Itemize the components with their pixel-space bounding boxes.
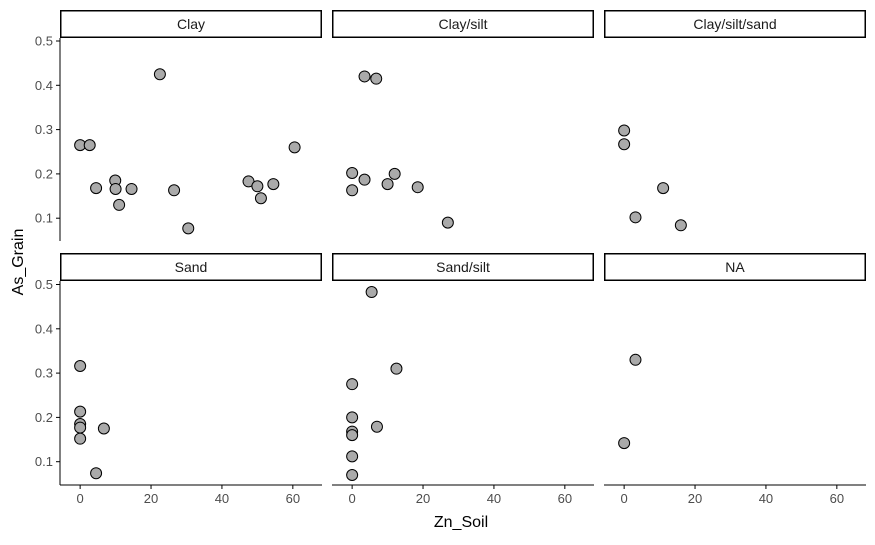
data-point — [629, 211, 642, 224]
data-point — [618, 437, 631, 450]
y-tick-label: 0.5 — [35, 277, 53, 292]
x-tick-label: 60 — [286, 491, 300, 506]
strip-box — [332, 253, 594, 281]
data-point — [346, 468, 359, 481]
panel: Clay 0.1 0.2 0.3 0.4 0.5 — [35, 10, 322, 241]
y-tick-label: 0.1 — [35, 211, 53, 226]
y-tick-label: 0.3 — [35, 366, 53, 381]
x-tick-label: 60 — [558, 491, 572, 506]
data-point — [182, 222, 195, 235]
strip-box — [60, 10, 322, 38]
data-point — [388, 167, 401, 180]
strip-label: Clay — [177, 16, 205, 32]
strip-box — [604, 253, 866, 281]
strip-box — [332, 10, 594, 38]
data-point — [674, 219, 687, 232]
y-tick-label: 0.3 — [35, 122, 53, 137]
data-point — [74, 405, 87, 418]
strip-box — [60, 253, 322, 281]
panel: Clay/silt — [332, 10, 594, 229]
x-tick-label: 40 — [487, 491, 501, 506]
data-point — [346, 378, 359, 391]
data-point — [657, 182, 670, 195]
y-tick-label: 0.4 — [35, 78, 53, 93]
x-axis-title: Zn_Soil — [434, 514, 488, 531]
data-point — [381, 178, 394, 191]
y-tick-label: 0.4 — [35, 321, 53, 336]
data-point — [109, 182, 122, 195]
data-point — [390, 362, 403, 375]
data-point — [153, 68, 166, 81]
data-point — [288, 141, 301, 154]
data-point — [346, 429, 359, 442]
y-tick-label: 0.1 — [35, 454, 53, 469]
data-point — [358, 173, 371, 186]
strip-label: NA — [725, 259, 745, 275]
data-point — [168, 184, 181, 197]
data-point — [90, 467, 103, 480]
data-point — [346, 184, 359, 197]
x-tick-label: 20 — [688, 491, 702, 506]
data-point — [370, 72, 383, 85]
strip-label: Clay/silt — [438, 16, 487, 32]
x-tick-label: 40 — [215, 491, 229, 506]
panel: Sand/silt 0 20 40 60 — [332, 253, 594, 506]
x-tick-label: 60 — [830, 491, 844, 506]
data-point — [346, 411, 359, 424]
data-point — [267, 178, 280, 191]
strip-box — [604, 10, 866, 38]
data-point — [90, 182, 103, 195]
data-point — [113, 198, 126, 211]
strip-label: Sand — [175, 259, 208, 275]
y-axis-title: As_Grain — [10, 229, 27, 296]
y-tick-label: 0.5 — [35, 34, 53, 49]
x-tick-label: 20 — [416, 491, 430, 506]
panel: Sand 0.1 0.2 0.3 0.4 0.5 0 20 40 60 — [35, 253, 322, 506]
data-point — [441, 216, 454, 229]
data-point — [629, 353, 642, 366]
strip-label: Sand/silt — [436, 259, 490, 275]
y-tick-label: 0.2 — [35, 410, 53, 425]
data-point — [97, 422, 110, 435]
data-point — [365, 286, 378, 299]
data-point — [618, 138, 631, 151]
data-point — [74, 421, 87, 434]
data-point — [254, 192, 267, 205]
data-point — [411, 181, 424, 194]
strip-label: Clay/silt/sand — [693, 16, 776, 32]
x-tick-label: 0 — [77, 491, 84, 506]
data-point — [251, 180, 264, 193]
panel: Clay/silt/sand — [604, 10, 866, 232]
data-point — [358, 70, 371, 83]
data-point — [83, 139, 96, 152]
panel: NA 0 20 40 60 — [604, 253, 866, 506]
data-point — [74, 432, 87, 445]
y-tick-label: 0.2 — [35, 166, 53, 181]
x-tick-label: 40 — [759, 491, 773, 506]
data-point — [74, 360, 87, 373]
data-point — [346, 450, 359, 463]
data-point — [346, 167, 359, 180]
x-tick-label: 0 — [349, 491, 356, 506]
data-point — [125, 182, 138, 195]
x-tick-label: 20 — [144, 491, 158, 506]
x-tick-label: 0 — [621, 491, 628, 506]
data-point — [370, 420, 383, 433]
data-point — [618, 124, 631, 137]
